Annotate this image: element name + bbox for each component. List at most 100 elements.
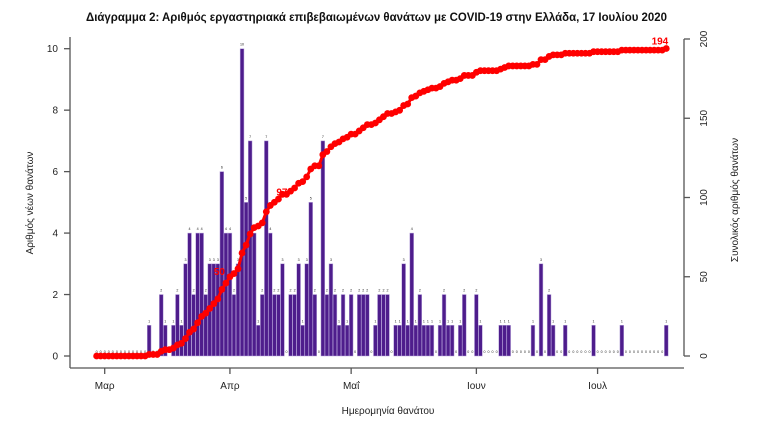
cumulative-point xyxy=(238,249,246,257)
bar xyxy=(502,325,507,357)
bar-value-label: 2 xyxy=(160,289,162,293)
bar-value-label: 1 xyxy=(500,319,502,323)
bar-value-label: 0 xyxy=(318,350,320,354)
cumulative-point xyxy=(275,195,282,203)
bar xyxy=(462,294,467,357)
bar-value-label: 0 xyxy=(536,350,538,354)
bar-value-label: 2 xyxy=(193,289,195,293)
bar-value-label: 2 xyxy=(277,289,279,293)
cumulative-point xyxy=(202,309,210,317)
bar-value-label: 1 xyxy=(564,319,566,323)
bar xyxy=(546,294,552,357)
bar xyxy=(239,48,245,357)
bar xyxy=(449,325,455,357)
cumulative-point xyxy=(404,100,412,108)
bar-value-label: 0 xyxy=(572,350,574,354)
bar xyxy=(365,294,370,357)
bar xyxy=(247,140,253,357)
bar-value-label: 2 xyxy=(463,289,465,293)
bar-value-label: 1 xyxy=(407,319,409,323)
x-tick-label: Απρ xyxy=(220,381,240,392)
bar-value-label: 1 xyxy=(257,319,259,323)
cumulative-point xyxy=(178,339,185,347)
bar xyxy=(223,232,229,357)
bar-value-label: 1 xyxy=(508,319,510,323)
y-left-tick-label: 0 xyxy=(52,352,58,363)
bar xyxy=(243,202,249,357)
bar-value-label: 1 xyxy=(479,319,481,323)
bar-value-label: 2 xyxy=(387,289,389,293)
bar xyxy=(498,325,503,357)
x-tick-label: Ιουλ xyxy=(588,381,607,392)
cumulative-point xyxy=(182,335,189,342)
bar-value-label: 2 xyxy=(261,289,263,293)
bar xyxy=(445,325,451,357)
bar xyxy=(292,294,297,357)
cumulative-point xyxy=(299,178,307,186)
bar-value-label: 0 xyxy=(471,350,473,354)
bar-value-label: 3 xyxy=(403,258,405,262)
bar xyxy=(340,294,346,357)
y-right-tick-label: 200 xyxy=(699,30,710,47)
x-tick-label: Μαΐ xyxy=(343,380,360,392)
bar-value-label: 0 xyxy=(488,350,490,354)
bar-value-label: 0 xyxy=(492,350,494,354)
bar-value-label: 4 xyxy=(201,227,203,231)
bar xyxy=(328,263,334,357)
bar xyxy=(252,232,257,357)
bar xyxy=(344,325,350,357)
cumulative-point xyxy=(234,265,242,273)
bar-value-label: 0 xyxy=(576,350,578,354)
bar-value-label: 4 xyxy=(189,227,191,231)
bar-value-label: 2 xyxy=(294,289,296,293)
bar-value-label: 1 xyxy=(338,319,340,323)
bar-value-label: 0 xyxy=(140,350,142,354)
bar xyxy=(256,325,261,357)
bar-value-label: 0 xyxy=(633,350,635,354)
bar-value-label: 0 xyxy=(104,350,106,354)
bar-value-label: 2 xyxy=(290,289,292,293)
bar xyxy=(393,325,398,357)
bar xyxy=(312,294,317,357)
bar xyxy=(417,294,422,357)
bar-value-label: 4 xyxy=(229,227,231,231)
bar xyxy=(591,325,596,357)
bar xyxy=(421,325,427,357)
bar-value-label: 0 xyxy=(661,350,663,354)
bar xyxy=(260,294,265,357)
bar xyxy=(538,263,544,357)
bar-value-label: 2 xyxy=(358,289,360,293)
bar-value-label: 5 xyxy=(310,196,312,200)
bar-value-label: 0 xyxy=(524,350,526,354)
bar-value-label: 0 xyxy=(116,350,118,354)
bar-value-label: 0 xyxy=(613,350,615,354)
y-axis-left-ticks: 0 2 4 6 8 10 xyxy=(47,44,70,363)
y-left-tick-label: 8 xyxy=(52,106,58,117)
bar-value-label: 0 xyxy=(354,350,356,354)
bar-value-label: 0 xyxy=(653,350,655,354)
bar xyxy=(159,294,164,357)
bar-value-label: 0 xyxy=(568,350,570,354)
cumulative-point xyxy=(315,162,323,170)
bar xyxy=(530,325,536,357)
bar-value-label: 0 xyxy=(544,350,546,354)
bar-value-label: 0 xyxy=(589,350,591,354)
bar-value-label: 0 xyxy=(108,350,110,354)
x-tick-label: Ιουν xyxy=(467,381,486,392)
bar-value-label: 1 xyxy=(593,319,595,323)
bar xyxy=(235,263,241,357)
bar-value-label: 2 xyxy=(342,289,344,293)
bar xyxy=(373,325,378,357)
bar-value-label: 0 xyxy=(597,350,599,354)
bar-value-label: 0 xyxy=(637,350,639,354)
bar-value-label: 2 xyxy=(362,289,364,293)
bar xyxy=(280,263,285,357)
cumulative-point xyxy=(230,270,238,277)
x-axis-title: Ημερομηνία θανάτου xyxy=(342,405,435,417)
bar xyxy=(308,202,313,357)
bar-value-label: 1 xyxy=(302,319,304,323)
bar-value-label: 0 xyxy=(657,350,659,354)
bar-value-label: 4 xyxy=(269,227,271,231)
